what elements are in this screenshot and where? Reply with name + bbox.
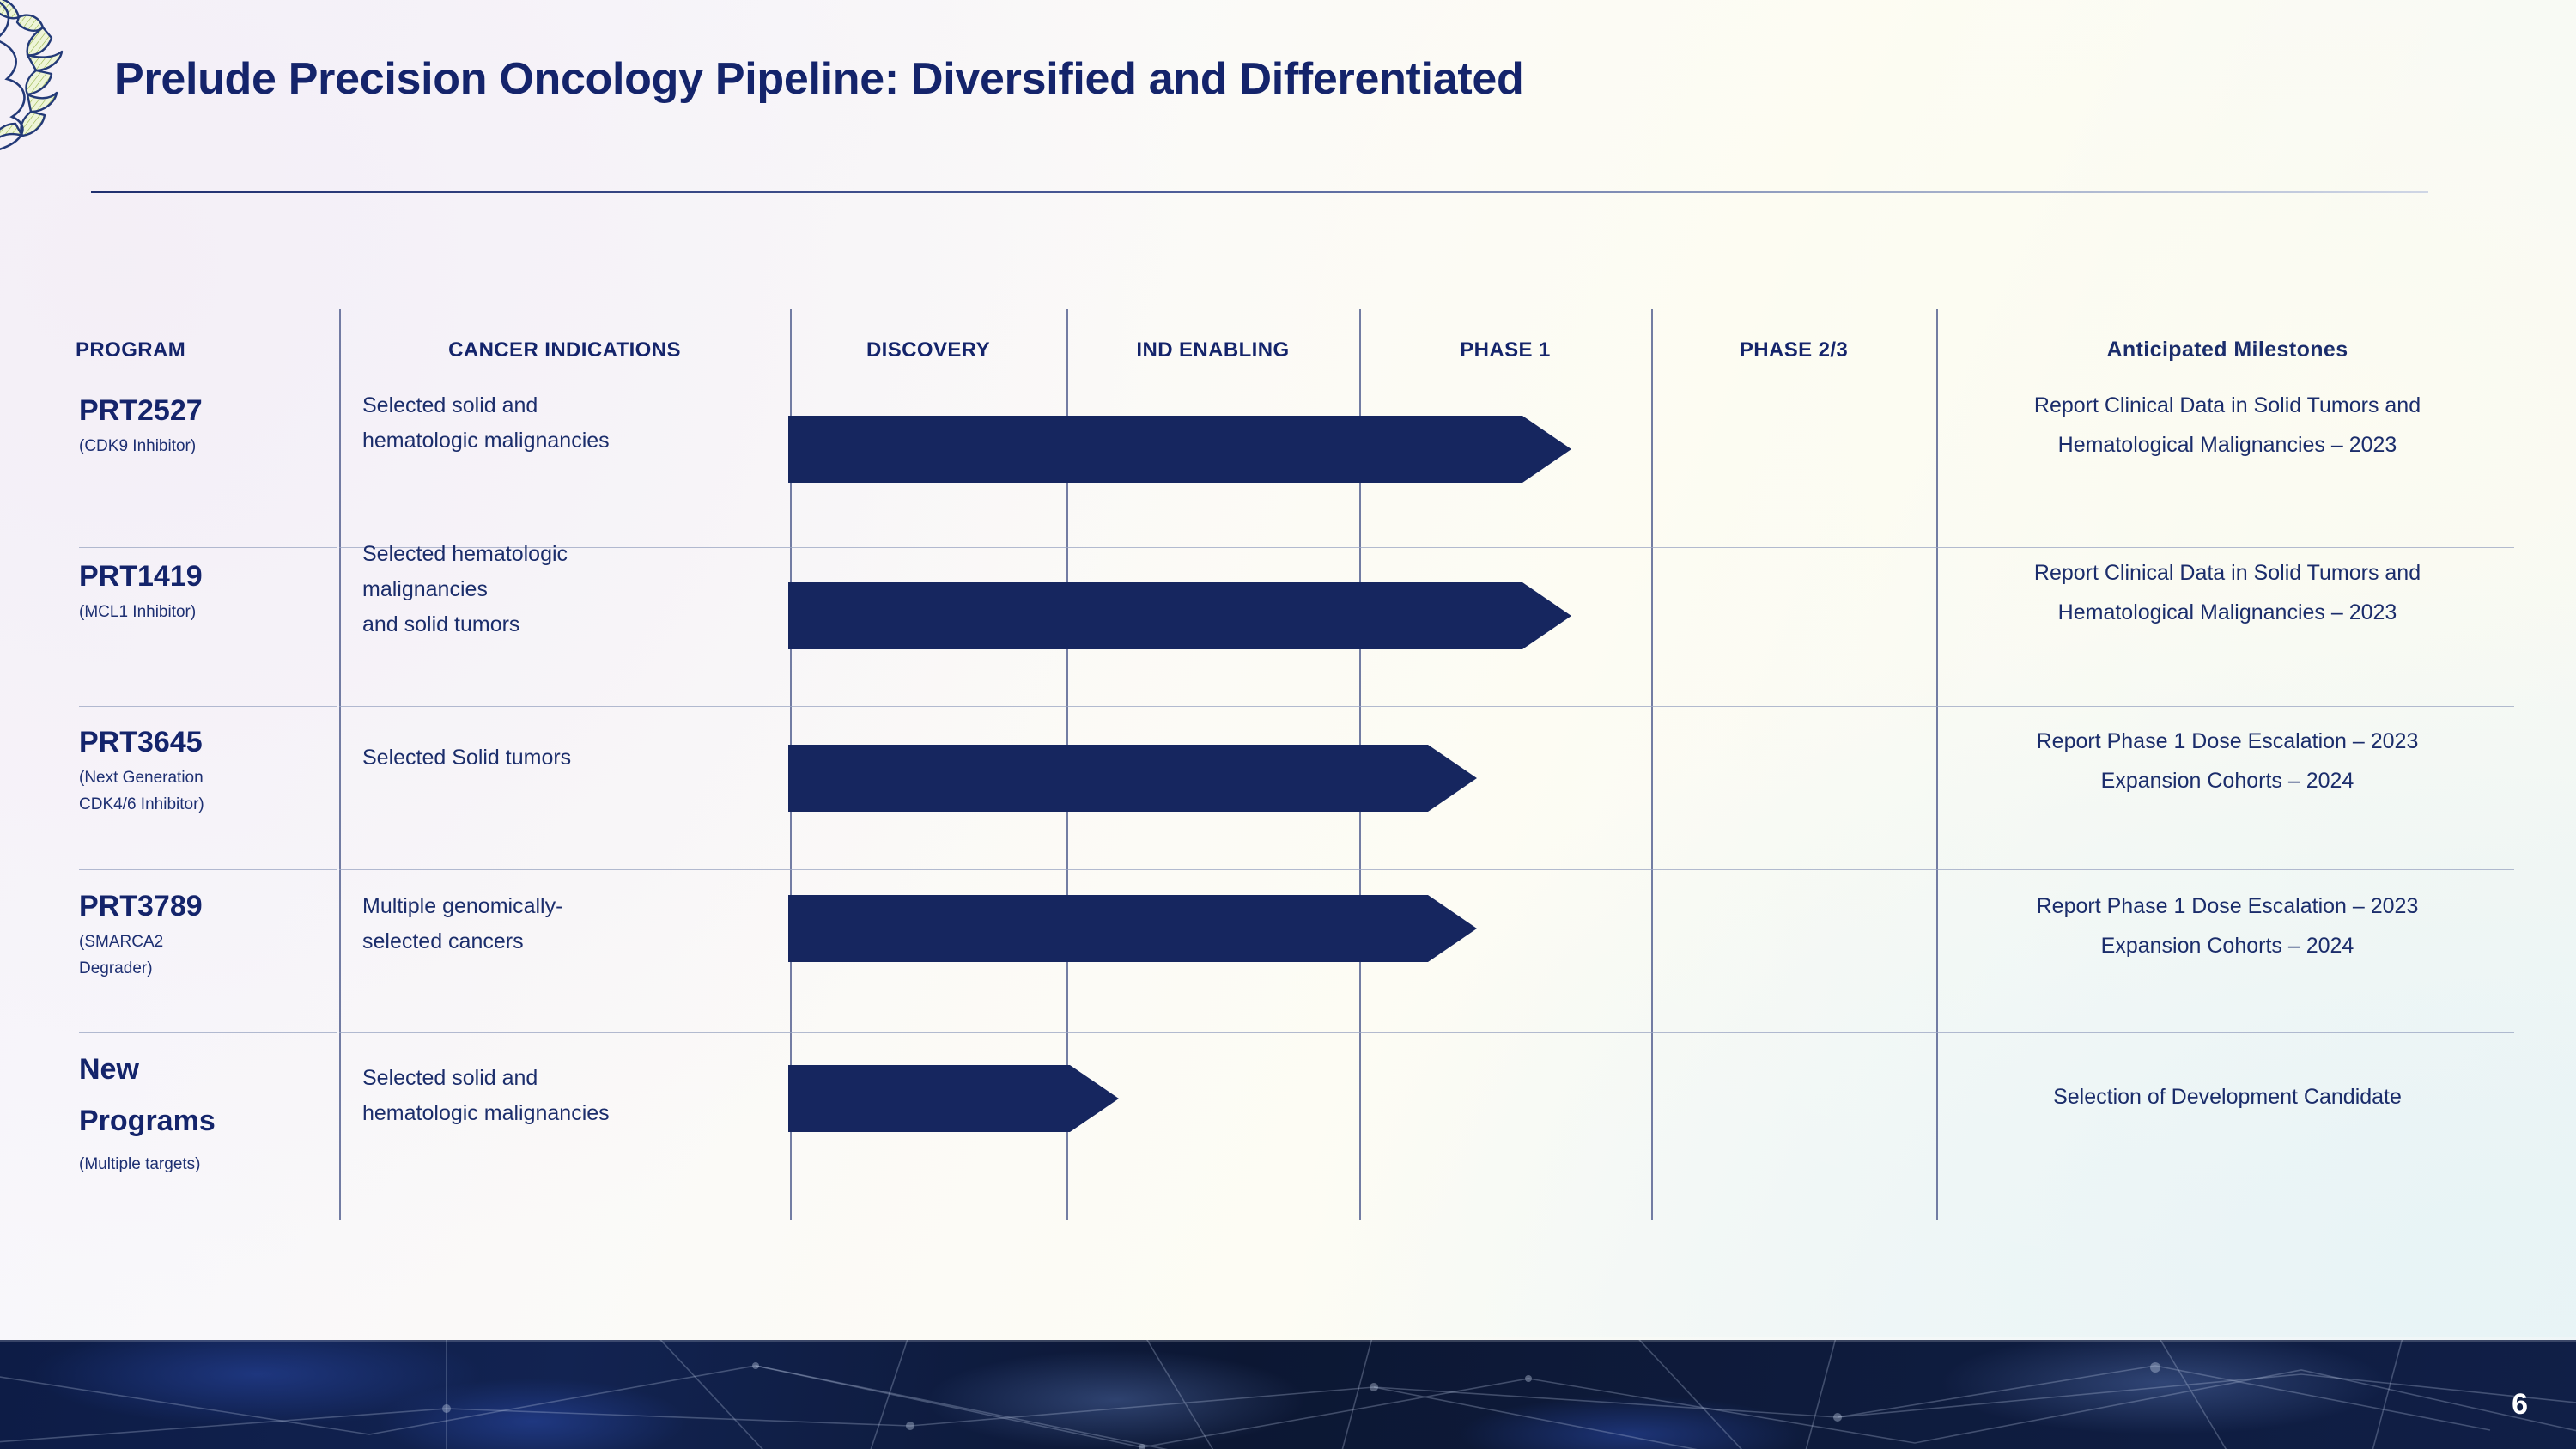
pipeline-bar-4 (788, 895, 1477, 962)
program-subtitle-4-line1: (SMARCA2 (79, 933, 164, 951)
indication-2-line3: and solid tumors (362, 612, 520, 636)
pipeline-bar-2 (788, 582, 1571, 649)
milestone-4-line2: Expansion Cohorts – 2024 (2100, 934, 2354, 958)
column-header-phase23: PHASE 2/3 (1739, 338, 1849, 362)
row-divider-program-4 (79, 1032, 337, 1033)
indication-4-line1: Multiple genomically- (362, 894, 563, 918)
milestone-5-line1: Selection of Development Candidate (2053, 1085, 2402, 1109)
page-number: 6 (2512, 1388, 2528, 1421)
milestone-4-line1: Report Phase 1 Dose Escalation – 2023 (2036, 894, 2419, 918)
dna-helix-icon (0, 0, 64, 150)
program-subtitle-4-line2: Degrader) (79, 959, 153, 977)
indication-2-line2: malignancies (362, 577, 488, 601)
pipeline-bar-3 (788, 745, 1477, 812)
program-name-2: PRT1419 (79, 560, 203, 593)
milestone-1-line2: Hematological Malignancies – 2023 (2057, 433, 2397, 457)
indication-5-line2: hematologic malignancies (362, 1101, 610, 1125)
column-divider-1 (339, 309, 341, 1220)
page-title: Prelude Precision Oncology Pipeline: Div… (114, 54, 1524, 104)
title-divider (91, 191, 2428, 193)
program-subtitle-2: (MCL1 Inhibitor) (79, 603, 197, 621)
milestone-3-line2: Expansion Cohorts – 2024 (2100, 769, 2354, 793)
program-name-5-line1: New (79, 1053, 139, 1086)
indication-2-line1: Selected hematologic (362, 542, 568, 566)
program-subtitle-3-line1: (Next Generation (79, 769, 204, 787)
indication-5-line1: Selected solid and (362, 1066, 538, 1090)
indication-1-line1: Selected solid and (362, 393, 538, 417)
background-tint-bottom (1288, 564, 2576, 1337)
network-texture (0, 1340, 2576, 1449)
milestone-1-line1: Report Clinical Data in Solid Tumors and (2033, 393, 2421, 417)
milestone-2-line2: Hematological Malignancies – 2023 (2057, 600, 2397, 624)
column-header-program: PROGRAM (76, 338, 186, 362)
indication-3-line1: Selected Solid tumors (362, 746, 572, 770)
pipeline-bar-5 (788, 1065, 1119, 1132)
column-header-indication: CANCER INDICATIONS (448, 338, 681, 362)
indication-4-line2: selected cancers (362, 929, 524, 953)
row-divider-program-1 (79, 547, 337, 548)
program-name-5-line2: Programs (79, 1105, 216, 1137)
row-divider-2 (339, 706, 2514, 707)
program-name-4: PRT3789 (79, 890, 203, 922)
program-name-1: PRT2527 (79, 394, 203, 427)
footer-top-hairline (0, 1340, 2576, 1342)
pipeline-table: PROGRAM CANCER INDICATIONS DISCOVERY IND… (60, 302, 2516, 1221)
column-divider-6 (1936, 309, 1938, 1220)
row-divider-program-3 (79, 869, 337, 870)
slide-footer: 6 (0, 1340, 2576, 1449)
pipeline-bar-1 (788, 416, 1571, 483)
column-header-discovery: DISCOVERY (866, 338, 991, 362)
milestone-3-line1: Report Phase 1 Dose Escalation – 2023 (2036, 729, 2419, 753)
program-subtitle-5: (Multiple targets) (79, 1155, 201, 1173)
column-header-phase1: PHASE 1 (1460, 338, 1551, 362)
row-divider-4 (339, 1032, 2514, 1033)
milestone-2-line1: Report Clinical Data in Solid Tumors and (2033, 561, 2421, 585)
indication-1-line2: hematologic malignancies (362, 429, 610, 453)
column-divider-5 (1651, 309, 1653, 1220)
program-name-3: PRT3645 (79, 726, 203, 758)
column-header-milestones: Anticipated Milestones (2106, 338, 2348, 362)
row-divider-program-2 (79, 706, 337, 707)
column-header-ind: IND ENABLING (1136, 338, 1290, 362)
program-subtitle-1: (CDK9 Inhibitor) (79, 437, 197, 455)
row-divider-3 (339, 869, 2514, 870)
program-subtitle-3-line2: CDK4/6 Inhibitor) (79, 795, 204, 813)
row-divider-1 (339, 547, 2514, 548)
